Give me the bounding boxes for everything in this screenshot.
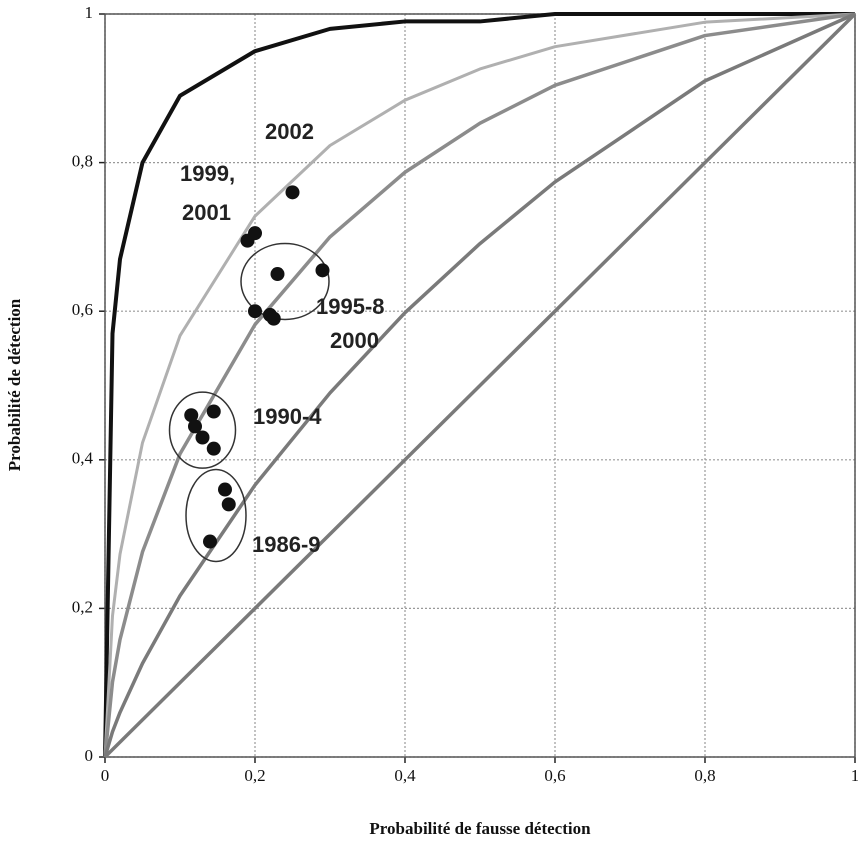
x-tick-label: 0 — [101, 766, 110, 785]
x-tick-label: 0,4 — [394, 766, 416, 785]
group-ellipse — [240, 242, 330, 321]
roc-curve — [103, 12, 856, 758]
annotation: 1999, — [180, 161, 235, 186]
plot-frame — [104, 13, 856, 758]
y-tick-label: 0,8 — [72, 152, 93, 171]
data-point — [266, 311, 281, 326]
data-point — [206, 441, 221, 456]
data-point — [315, 263, 330, 278]
y-tick-label: 1 — [85, 3, 94, 22]
data-point — [206, 404, 221, 419]
annotation: 2001 — [182, 200, 231, 225]
x-axis-label: Probabilité de fausse détection — [369, 819, 591, 838]
annotation: 1995-8 — [316, 294, 385, 319]
data-point — [218, 482, 232, 497]
data-point — [248, 226, 262, 241]
y-tick-label: 0,2 — [72, 597, 93, 616]
data-point — [221, 497, 236, 512]
group-ellipse — [185, 468, 247, 563]
y-axis-label: Probabilité de détection — [5, 298, 24, 471]
data-point — [248, 304, 262, 319]
x-tick-label: 0,8 — [694, 766, 715, 785]
roc-curve — [103, 12, 857, 759]
group-ellipse — [168, 391, 237, 469]
data-point — [188, 419, 202, 434]
annotation: 2002 — [265, 119, 314, 144]
x-tick-label: 0,2 — [244, 766, 265, 785]
data-point — [184, 408, 199, 423]
roc-curve — [103, 12, 855, 758]
y-tick-label: 0,4 — [72, 449, 94, 468]
annotation: 1986-9 — [252, 532, 321, 557]
data-point — [203, 534, 217, 549]
annotation: 2000 — [330, 328, 379, 353]
data-point — [270, 267, 285, 282]
x-tick-label: 1 — [851, 766, 858, 785]
y-tick-label: 0,6 — [72, 300, 93, 319]
roc-curve — [103, 12, 856, 758]
annotation: 1990-4 — [253, 404, 322, 429]
roc-curve — [103, 12, 856, 758]
x-tick-label: 0,6 — [544, 766, 565, 785]
data-point — [285, 185, 300, 200]
y-tick-label: 0 — [85, 746, 94, 765]
data-point — [195, 430, 210, 445]
